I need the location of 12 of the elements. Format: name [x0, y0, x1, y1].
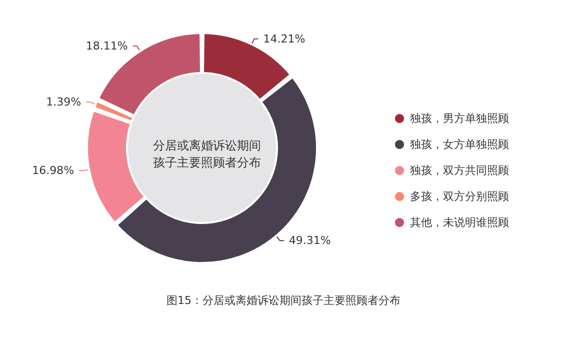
data-label: 1.39%	[46, 96, 82, 109]
data-label: 16.98%	[32, 164, 74, 178]
data-label: 18.11%	[86, 40, 128, 53]
legend-label: 独孩，双方共同照顾	[410, 164, 509, 177]
legend-label: 独孩，女方单独照顾	[410, 138, 509, 151]
data-label: 49.31%	[288, 234, 331, 248]
caption: 图15：分居或离婚诉讼期间孩子主要照顾者分布	[166, 294, 400, 307]
legend-label: 其他，未说明谁照顾	[410, 216, 509, 229]
legend-label: 独孩，男方单独照顾	[410, 112, 509, 125]
legend-label: 多孩，双方分别照顾	[410, 190, 509, 203]
data-label: 14.21%	[263, 32, 306, 46]
text: 分居或离婚诉讼期间孩子主要照顾者分布	[153, 138, 261, 170]
